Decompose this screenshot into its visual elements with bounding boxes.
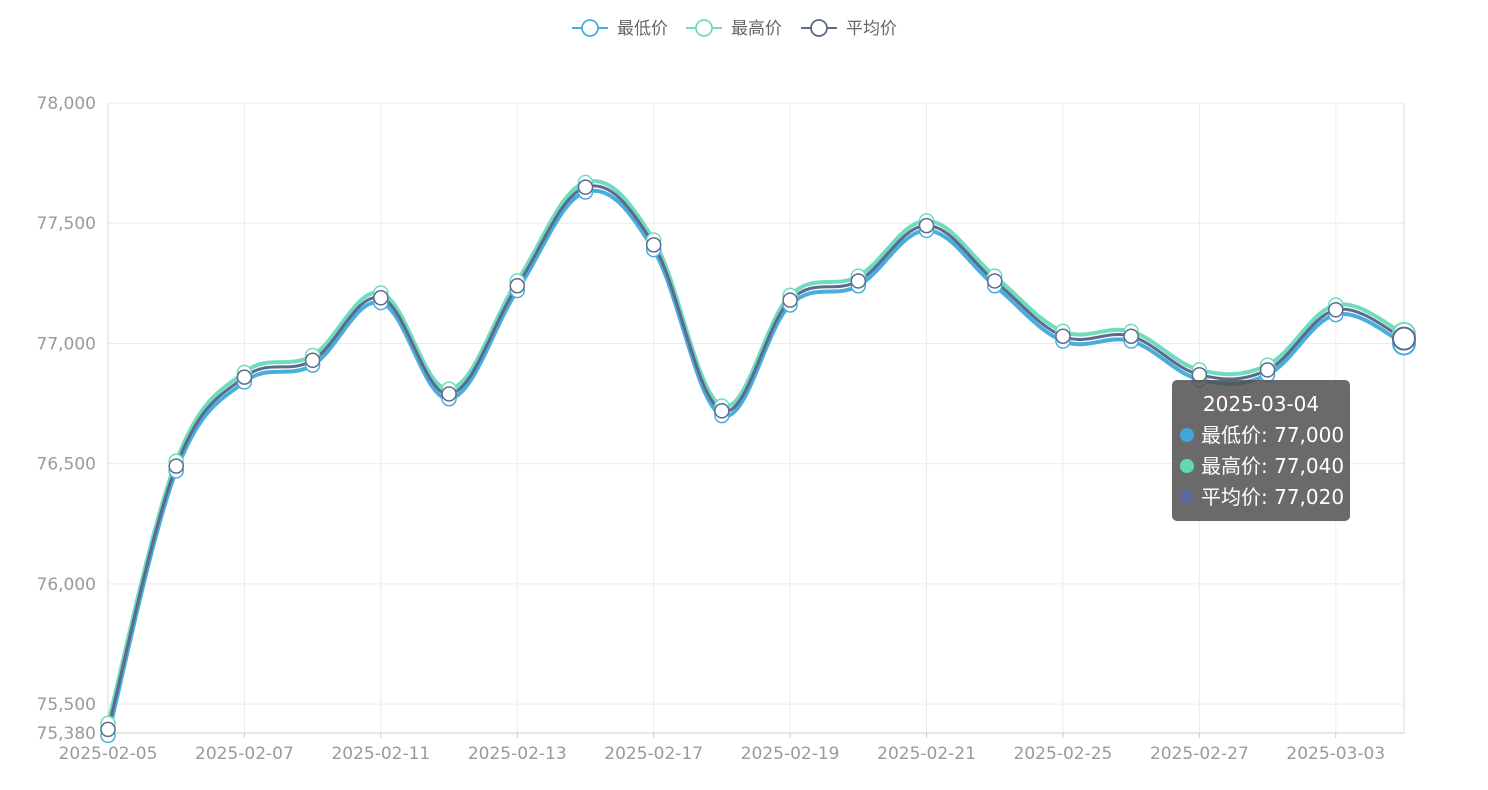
series-layer [106, 179, 1405, 736]
legend-marker-3 [810, 19, 828, 37]
x-tick-label: 2025-02-07 [195, 744, 294, 764]
tooltip: 2025-03-04 最低价: 77,000 最高价: 77,040 平均价: 77,… [1172, 380, 1350, 521]
x-tick-label: 2025-02-17 [604, 744, 703, 764]
x-tick-label: 2025-02-21 [877, 744, 976, 764]
series-line-1 [106, 188, 1405, 736]
x-tick-label: 2025-02-13 [468, 744, 567, 764]
legend-label-1: 最低价 [617, 19, 668, 39]
data-point-series-3 [1191, 366, 1208, 383]
tooltip-title: 2025-03-04 [1203, 392, 1319, 416]
tooltip-marker-2 [1180, 459, 1194, 473]
data-point-series-3 [714, 403, 730, 419]
data-point-series-3 [1123, 328, 1139, 344]
x-tick-label: 2025-02-05 [59, 744, 158, 764]
x-tick-label: 2025-03-03 [1286, 744, 1385, 764]
x-tick-label: 2025-02-19 [741, 744, 840, 764]
data-point-series-3 [236, 369, 253, 385]
tooltip-marker-3 [1180, 490, 1194, 504]
data-point-series-3 [1259, 362, 1276, 378]
x-tick-label: 2025-02-27 [1150, 744, 1249, 764]
data-point-series-3 [441, 386, 457, 402]
series-line-2 [106, 179, 1405, 724]
data-point-series-3 [1392, 326, 1416, 351]
data-point-series-3 [577, 179, 594, 195]
tooltip-row-2: 最高价: 77,040 [1201, 454, 1344, 478]
data-point-series-3 [100, 721, 116, 738]
x-axis: 2025-02-05 2025-02-07 2025-02-11 2025-02-13… [59, 732, 1404, 764]
x-tick-label: 2025-02-25 [1014, 744, 1113, 764]
y-tick-label: 77,500 [37, 214, 96, 234]
y-tick-label: 76,000 [37, 575, 96, 595]
data-point-series-3 [645, 237, 662, 253]
points-layer [100, 174, 1416, 744]
legend-marker-1 [581, 19, 599, 37]
y-tick-label: 75,380 [37, 724, 96, 744]
y-tick-label: 77,000 [37, 334, 96, 354]
data-point-series-3 [1328, 302, 1344, 318]
data-point-series-3 [1055, 328, 1071, 344]
data-point-series-3 [918, 217, 935, 234]
y-axis: 78,000 77,500 77,000 76,500 76,000 75,500 75,3… [37, 94, 1405, 744]
legend-label-3: 平均价 [846, 19, 897, 39]
data-point-series-3 [850, 273, 867, 289]
series-line-3 [106, 184, 1405, 730]
y-tick-label: 76,500 [37, 455, 96, 475]
y-tick-label: 78,000 [37, 94, 96, 114]
tooltip-row-3: 平均价: 77,020 [1201, 485, 1344, 509]
tooltip-row-1: 最低价: 77,000 [1201, 423, 1344, 447]
x-tick-label: 2025-02-11 [331, 744, 430, 764]
tooltip-marker-1 [1180, 428, 1194, 442]
data-point-series-3 [168, 458, 184, 474]
data-point-series-3 [509, 277, 526, 294]
data-point-series-3 [304, 352, 321, 369]
data-point-series-3 [782, 292, 798, 308]
tooltip-box [1172, 380, 1350, 521]
y-tick-label: 75,500 [37, 695, 96, 715]
legend-marker-2 [695, 19, 713, 37]
legend: 最低价 最高价 平均价 [572, 19, 897, 39]
legend-label-2: 最高价 [731, 19, 782, 39]
data-point-series-3 [373, 290, 389, 306]
data-point-series-3 [986, 273, 1003, 289]
